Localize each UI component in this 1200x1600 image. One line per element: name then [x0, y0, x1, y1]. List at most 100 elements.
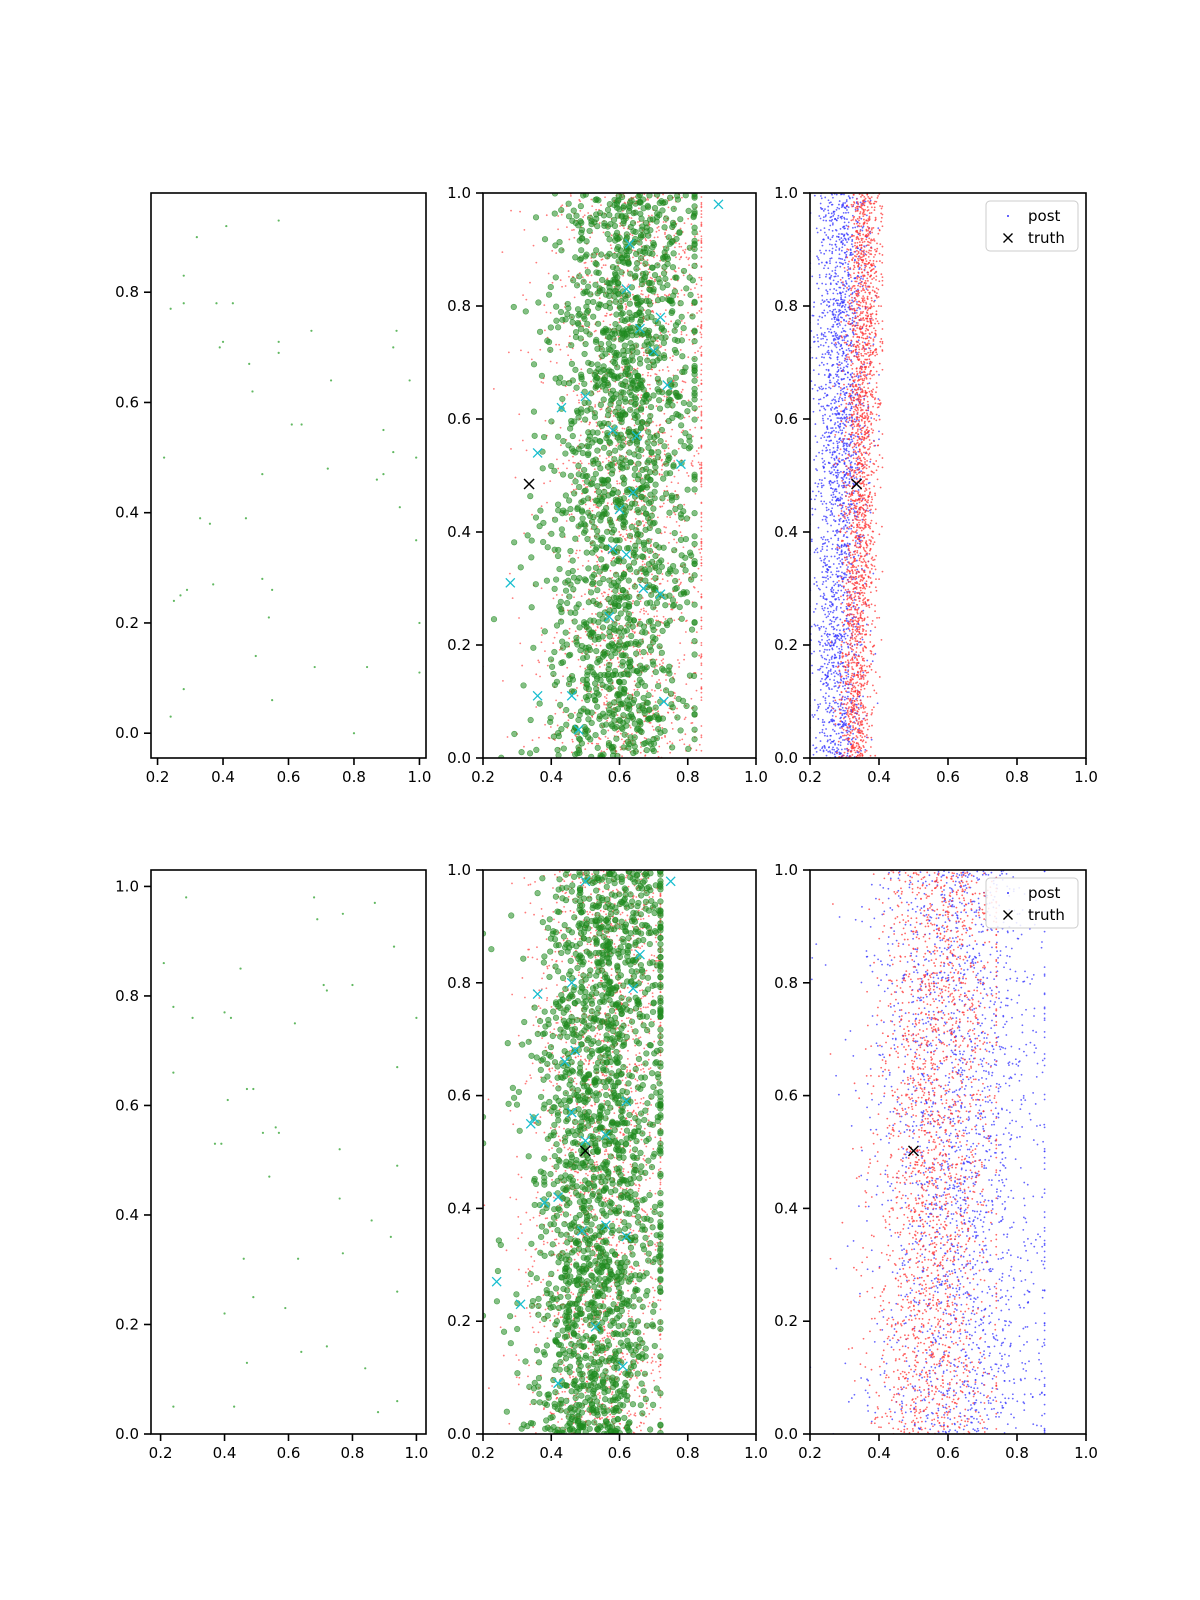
data-point	[823, 662, 826, 665]
data-point	[616, 303, 624, 310]
data-point	[606, 201, 613, 208]
data-point	[654, 262, 661, 269]
data-point	[832, 473, 835, 476]
data-point	[578, 439, 581, 442]
data-point	[590, 380, 593, 383]
data-point	[625, 429, 632, 436]
data-point	[599, 276, 606, 284]
data-point	[830, 555, 833, 558]
data-point	[647, 198, 650, 201]
chart-panel-top-middle: 0.2 0.4 0.6 0.8 1.00.00.20.40.60.81.0	[447, 184, 768, 786]
data-point	[837, 499, 840, 502]
data-point	[850, 407, 852, 410]
data-point	[519, 210, 521, 213]
data-point	[659, 346, 662, 349]
data-point	[827, 641, 830, 644]
data-point	[556, 631, 558, 634]
data-point	[605, 595, 612, 603]
data-point	[841, 243, 844, 246]
data-point	[532, 214, 540, 221]
data-point	[837, 316, 839, 318]
data-point	[817, 256, 819, 259]
data-point	[834, 269, 837, 272]
data-point	[695, 749, 698, 752]
data-point	[584, 593, 586, 596]
data-point	[829, 670, 832, 672]
data-point	[610, 234, 613, 237]
data-point	[609, 723, 616, 730]
data-point	[691, 601, 698, 608]
data-point	[828, 711, 831, 714]
data-point	[619, 534, 622, 537]
data-point	[700, 333, 703, 336]
data-point	[649, 623, 656, 630]
data-point	[833, 385, 836, 388]
data-point	[830, 524, 832, 527]
data-point	[558, 526, 565, 533]
data-point	[846, 468, 848, 471]
data-point	[580, 595, 583, 598]
data-point	[671, 727, 674, 730]
data-point	[546, 501, 548, 504]
data-point	[845, 360, 848, 363]
data-point	[579, 209, 582, 212]
data-point	[667, 206, 670, 209]
data-point	[835, 609, 838, 611]
data-point	[598, 556, 605, 563]
data-point	[614, 557, 621, 564]
data-point	[622, 535, 624, 538]
data-point	[700, 574, 703, 577]
data-point	[636, 367, 639, 370]
data-point	[831, 310, 834, 313]
data-point	[700, 213, 703, 215]
data-point	[510, 209, 512, 212]
data-point	[826, 362, 829, 365]
data-point	[605, 312, 608, 315]
data-point	[825, 692, 827, 695]
data-point	[688, 257, 691, 259]
data-point	[700, 325, 703, 328]
data-point	[589, 429, 596, 436]
data-point	[685, 207, 692, 215]
data-point	[836, 302, 839, 305]
data-point	[822, 724, 825, 727]
data-point	[834, 685, 837, 687]
data-point	[687, 311, 689, 314]
data-point	[659, 313, 662, 315]
data-point	[611, 600, 618, 607]
data-point	[633, 440, 641, 447]
data-point	[683, 285, 690, 292]
data-point	[561, 380, 568, 387]
data-point	[822, 484, 825, 487]
data-point	[588, 326, 590, 329]
data-point	[641, 342, 648, 349]
data-point	[832, 491, 835, 494]
data-point	[590, 274, 593, 277]
data-point	[545, 214, 548, 217]
data-point	[691, 572, 698, 579]
data-point	[681, 380, 684, 383]
data-point	[622, 589, 629, 596]
data-point	[850, 527, 853, 530]
data-point	[842, 390, 845, 393]
data-point	[620, 642, 627, 649]
data-point	[607, 459, 610, 462]
data-point	[618, 482, 621, 485]
data-point	[700, 210, 703, 212]
data-point	[825, 658, 828, 661]
data-point	[820, 302, 823, 305]
data-point	[694, 492, 697, 495]
data-point	[688, 744, 691, 747]
data-point	[398, 506, 401, 509]
data-point	[663, 687, 670, 694]
data-point	[818, 650, 821, 652]
data-point	[821, 299, 824, 302]
data-point	[523, 532, 526, 535]
data-point	[598, 222, 601, 224]
data-point	[526, 750, 534, 757]
data-point	[517, 564, 524, 571]
data-point	[637, 718, 644, 726]
data-point	[691, 726, 698, 733]
data-point	[573, 282, 581, 289]
data-point	[663, 460, 670, 467]
